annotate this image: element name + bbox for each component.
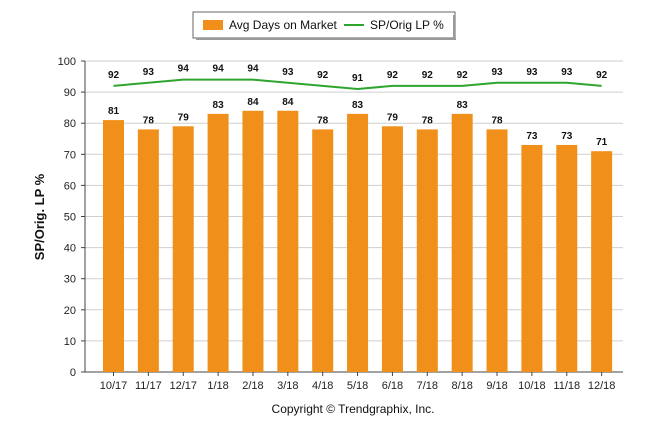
- y-tick-label: 30: [64, 274, 76, 286]
- x-tick-label: 8/18: [451, 380, 472, 392]
- bar: [381, 126, 403, 372]
- bar-value-label: 83: [213, 100, 225, 111]
- line-value-label: 93: [561, 67, 573, 78]
- line-value-label: 94: [213, 64, 225, 75]
- x-tick-label: 12/17: [169, 380, 197, 392]
- x-tick-label: 5/18: [347, 380, 368, 392]
- line-path: [113, 78, 602, 90]
- x-tick-label: 11/17: [135, 380, 162, 392]
- bar-value-label: 78: [422, 115, 434, 126]
- line-value-label: 91: [352, 73, 364, 84]
- line-value-label: 92: [108, 70, 120, 81]
- bar: [137, 129, 159, 372]
- bar: [347, 113, 369, 373]
- bar: [103, 120, 124, 372]
- bar: [486, 129, 508, 372]
- bar: [591, 151, 613, 372]
- bar-data-labels: 81 78 79 83 84 84 78 83 79 78 83 78 73 73 71: [108, 97, 608, 148]
- x-tick-label: 12/18: [588, 380, 616, 392]
- line-series: [113, 78, 602, 90]
- y-tick-label: 60: [64, 180, 76, 192]
- x-tick-label: 10/18: [518, 380, 546, 392]
- bar-value-label: 83: [352, 100, 364, 111]
- y-tick-label: 20: [64, 305, 76, 317]
- x-tick-label: 10/17: [100, 380, 128, 392]
- y-tick-label: 100: [58, 56, 76, 68]
- line-value-label: 93: [282, 67, 294, 78]
- bar: [521, 144, 543, 372]
- bar-value-label: 79: [387, 112, 399, 123]
- x-tick-label: 3/18: [277, 380, 298, 392]
- bar: [451, 113, 473, 373]
- x-tick-label: 11/18: [553, 380, 580, 392]
- bar-value-label: 78: [317, 115, 329, 126]
- y-tick-label: 70: [64, 149, 76, 161]
- y-tick-label: 50: [64, 212, 76, 224]
- line-value-label: 94: [247, 64, 259, 75]
- bar-value-label: 73: [561, 131, 573, 142]
- line-value-label: 92: [387, 70, 399, 81]
- bar: [312, 129, 334, 372]
- bar: [556, 144, 578, 372]
- bar-value-label: 78: [143, 115, 155, 126]
- y-tick-label: 0: [70, 367, 76, 379]
- x-tick-label: 4/18: [312, 380, 333, 392]
- line-value-label: 93: [491, 67, 503, 78]
- legend-label-line: SP/Orig LP %: [370, 18, 444, 32]
- line-value-label: 92: [422, 70, 434, 81]
- bar-value-label: 84: [282, 97, 294, 108]
- bar-value-label: 78: [491, 115, 503, 126]
- bar: [242, 110, 264, 372]
- x-axis: 10/17 11/17 12/17 1/18 2/18 3/18 4/18 5/18 6/18 7…: [100, 372, 616, 392]
- bar-value-label: 83: [457, 100, 469, 111]
- bar-value-label: 79: [178, 112, 190, 123]
- x-tick-label: 2/18: [242, 380, 263, 392]
- legend-swatch-bar: [203, 20, 223, 30]
- bar: [172, 126, 194, 372]
- y-tick-label: 10: [64, 336, 76, 348]
- line-value-label: 93: [143, 67, 155, 78]
- y-tick-label: 80: [64, 118, 76, 130]
- line-value-label: 94: [178, 64, 190, 75]
- line-value-label: 92: [317, 70, 329, 81]
- line-value-label: 92: [596, 70, 608, 81]
- line-data-labels: 92 93 94 94 94 93 92 91 92 92 92 93 93 93 92: [108, 64, 608, 84]
- bar-value-label: 84: [247, 97, 259, 108]
- bar-value-label: 73: [526, 131, 538, 142]
- bar: [277, 110, 299, 372]
- bar-value-label: 71: [596, 137, 608, 148]
- x-tick-label: 7/18: [417, 380, 438, 392]
- y-axis: 0 10 20 30 40 50 60 70 80 90 100: [58, 56, 623, 379]
- line-value-label: 93: [526, 67, 538, 78]
- x-tick-label: 1/18: [207, 380, 228, 392]
- copyright-footer: Copyright © Trendgraphix, Inc.: [272, 402, 435, 416]
- legend: Avg Days on Market SP/Orig LP %: [192, 11, 456, 40]
- line-value-label: 92: [457, 70, 469, 81]
- bar: [207, 113, 229, 373]
- bar-series: [103, 110, 613, 373]
- legend-label-bar: Avg Days on Market: [229, 18, 337, 32]
- x-tick-label: 9/18: [486, 380, 507, 392]
- y-tick-label: 40: [64, 243, 76, 255]
- x-tick-label: 6/18: [382, 380, 403, 392]
- y-tick-label: 90: [64, 87, 76, 99]
- bar-value-label: 81: [108, 106, 120, 117]
- bar: [416, 129, 438, 372]
- y-axis-title: SP/Orig. LP %: [32, 173, 47, 260]
